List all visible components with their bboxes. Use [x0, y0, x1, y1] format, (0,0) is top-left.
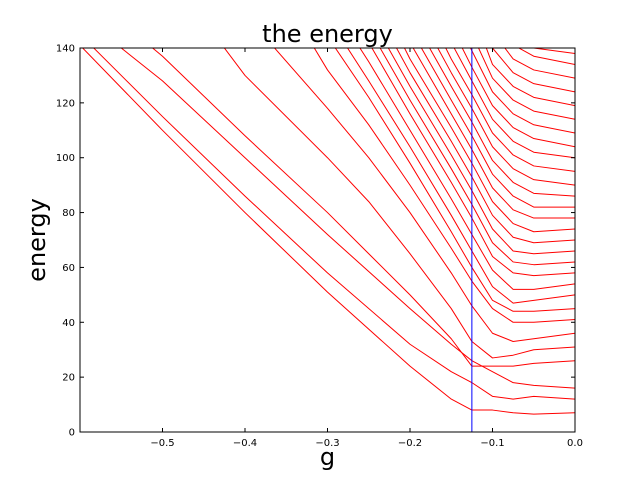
energy-level-line-2	[93, 48, 575, 400]
energy-level-line-7	[313, 48, 575, 323]
x-tick-label: 0.0	[567, 438, 583, 449]
x-tick-label: −0.5	[150, 438, 174, 449]
y-tick-label: 60	[62, 263, 75, 274]
y-tick-label: 140	[56, 44, 75, 55]
y-tick-label: 20	[62, 373, 75, 384]
energy-level-line-17	[420, 48, 575, 208]
energy-level-line-5	[223, 48, 575, 359]
energy-level-line-28	[517, 48, 575, 65]
y-tick-label: 80	[62, 208, 75, 219]
energy-level-line-26	[492, 48, 575, 93]
energy-level-line-15	[403, 48, 575, 233]
energy-level-line-22	[461, 48, 575, 148]
x-axis-label: g	[320, 443, 335, 471]
energy-level-line-3	[120, 48, 575, 389]
energy-level-line-27	[504, 48, 575, 79]
energy-level-line-21	[453, 48, 575, 159]
energy-level-line-25	[485, 48, 575, 107]
energy-level-line-18	[429, 48, 575, 197]
energy-level-line-1	[81, 48, 575, 415]
x-tick-label: −0.1	[480, 438, 504, 449]
energy-level-line-4	[151, 48, 575, 367]
energy-level-line-20	[445, 48, 575, 172]
energy-level-line-23	[469, 48, 575, 134]
x-axis-ticks: −0.5 −0.4 −0.3 −0.2 −0.1 0.0	[150, 48, 583, 449]
energy-level-line-14	[395, 48, 575, 244]
x-tick-label: −0.3	[315, 438, 339, 449]
y-axis-label: energy	[23, 198, 51, 282]
plot-area	[79, 47, 576, 433]
chart-title: the energy	[262, 20, 393, 48]
x-tick-label: −0.2	[398, 438, 422, 449]
y-tick-label: 0	[69, 428, 75, 439]
energy-level-line-13	[387, 48, 575, 255]
energy-level-line-6	[273, 48, 575, 342]
energy-level-line-19	[437, 48, 575, 186]
axes-background	[80, 48, 575, 432]
energy-level-line-11	[371, 48, 575, 277]
y-tick-label: 120	[56, 98, 75, 109]
energy-level-line-24	[477, 48, 575, 120]
energy-level-line-12	[379, 48, 575, 266]
x-tick-label: −0.4	[233, 438, 257, 449]
energy-level-line-29	[532, 48, 575, 54]
y-tick-label: 40	[62, 318, 75, 329]
y-tick-label: 100	[56, 153, 75, 164]
y-axis-ticks: 0 20 40 60 80 100 120 140	[56, 44, 575, 439]
energy-level-line-16	[412, 48, 575, 219]
